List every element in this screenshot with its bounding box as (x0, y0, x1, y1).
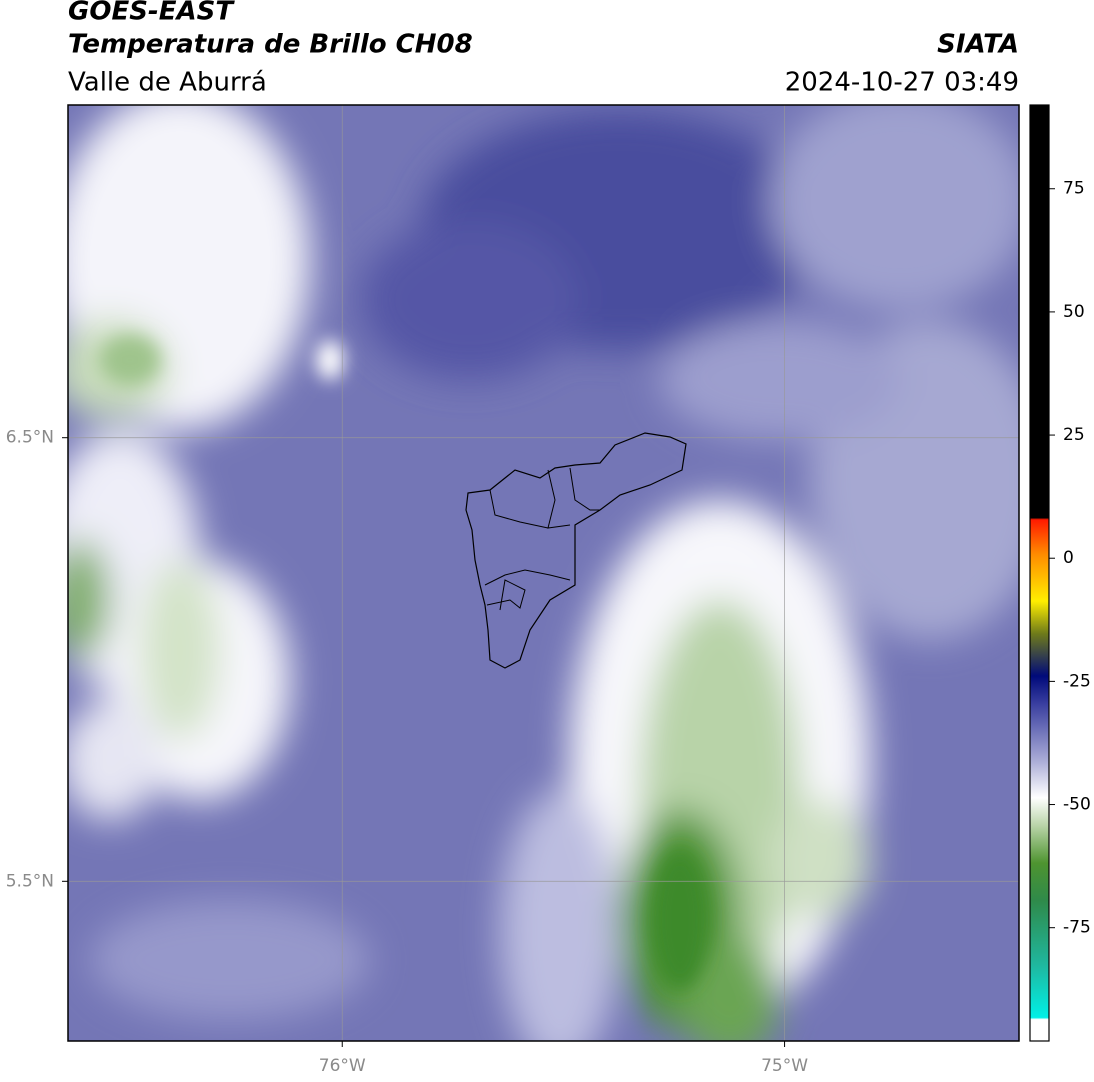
x-tick-label: 76°W (319, 1056, 366, 1076)
colorbar-tick-label: 25 (1063, 425, 1085, 445)
municipal-boundaries (486, 579, 526, 611)
x-tick-label: 75°W (761, 1056, 808, 1076)
colorbar (1029, 104, 1050, 1042)
colorbar-tick-label: -75 (1063, 918, 1091, 938)
satellite-image (68, 105, 1019, 1041)
y-tick-label: 5.5°N (6, 871, 54, 891)
subtitle: Temperatura de Brillo CH08 (68, 30, 473, 60)
timestamp: 2024-10-27 03:49 (785, 68, 1019, 98)
colorbar-tick-label: 75 (1063, 179, 1085, 199)
grid (68, 105, 1019, 1041)
source: SIATA (937, 30, 1019, 60)
municipal-boundaries (489, 489, 549, 529)
title: GOES-EAST (68, 0, 235, 27)
map-frame (67, 104, 1020, 1042)
colorbar-tick-label: -25 (1063, 671, 1091, 691)
colorbar-tick-label: 50 (1063, 302, 1085, 322)
municipal-boundaries (569, 467, 600, 511)
municipal-boundaries (547, 469, 571, 529)
colorbar-tick-label: 0 (1063, 548, 1074, 568)
region: Valle de Aburrá (68, 68, 267, 98)
y-tick-label: 6.5°N (6, 428, 54, 448)
municipal-boundaries (484, 569, 571, 586)
colorbar-tick-label: -50 (1063, 795, 1091, 815)
municipal-boundaries (465, 432, 687, 669)
